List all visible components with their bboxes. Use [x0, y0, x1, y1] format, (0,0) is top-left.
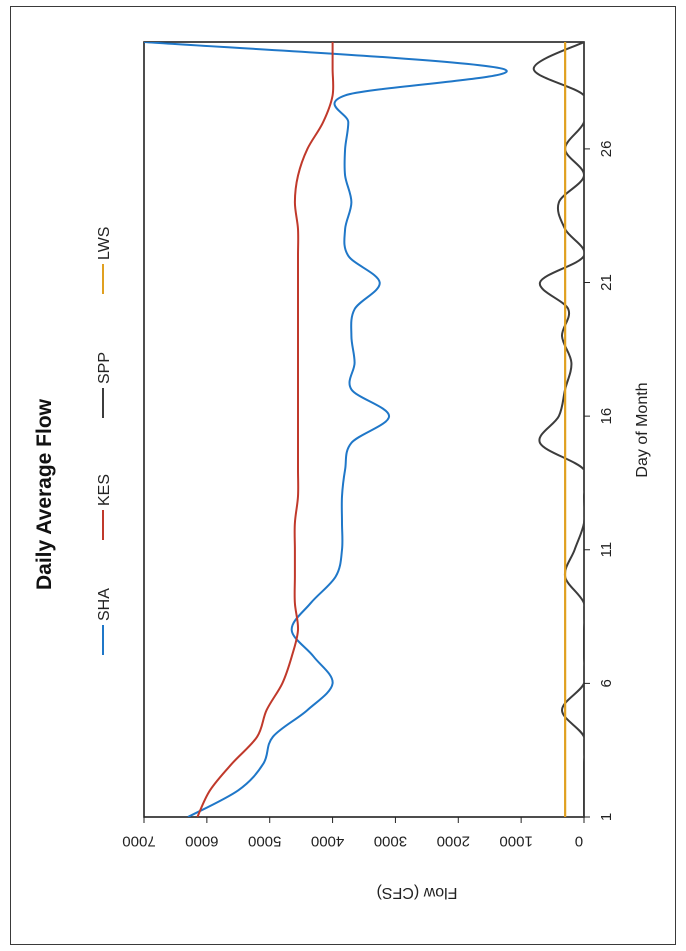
legend-label-lws: LWS	[96, 227, 113, 260]
flow-tick-label: 1000	[499, 833, 532, 850]
day-tick-label: 21	[598, 274, 615, 291]
day-tick-label: 16	[598, 408, 615, 425]
day-tick-label: 26	[598, 141, 615, 158]
y-axis-label: Flow (CFS)	[377, 884, 458, 901]
legend-label-spp: SPP	[96, 352, 113, 384]
legend-label-kes: KES	[96, 474, 113, 506]
flow-tick-label: 0	[575, 833, 583, 850]
flow-tick-label: 4000	[311, 833, 344, 850]
flow-tick-label: 2000	[437, 833, 470, 850]
day-tick-label: 6	[598, 679, 615, 687]
flow-tick-label: 3000	[374, 833, 407, 850]
series-line-sha	[144, 42, 508, 817]
flow-tick-label: 5000	[248, 833, 281, 850]
figure-frame	[10, 6, 676, 945]
series-line-spp	[532, 42, 584, 817]
series-line-kes	[196, 42, 335, 817]
series-layer	[144, 42, 584, 817]
legend: SHA KES SPP LWS	[96, 227, 113, 655]
plot-area	[143, 41, 585, 818]
x-axis-label: Day of Month	[634, 382, 651, 477]
day-tick-label: 1	[598, 813, 615, 821]
legend-label-sha: SHA	[96, 588, 113, 621]
flow-axis-ticks: 0 1000 2000 3000 4000 5000 6000 7000	[122, 817, 585, 850]
flow-tick-label: 6000	[185, 833, 218, 850]
flow-tick-label: 7000	[122, 833, 155, 850]
day-tick-label: 11	[598, 542, 615, 558]
chart-title: Daily Average Flow	[33, 398, 56, 590]
